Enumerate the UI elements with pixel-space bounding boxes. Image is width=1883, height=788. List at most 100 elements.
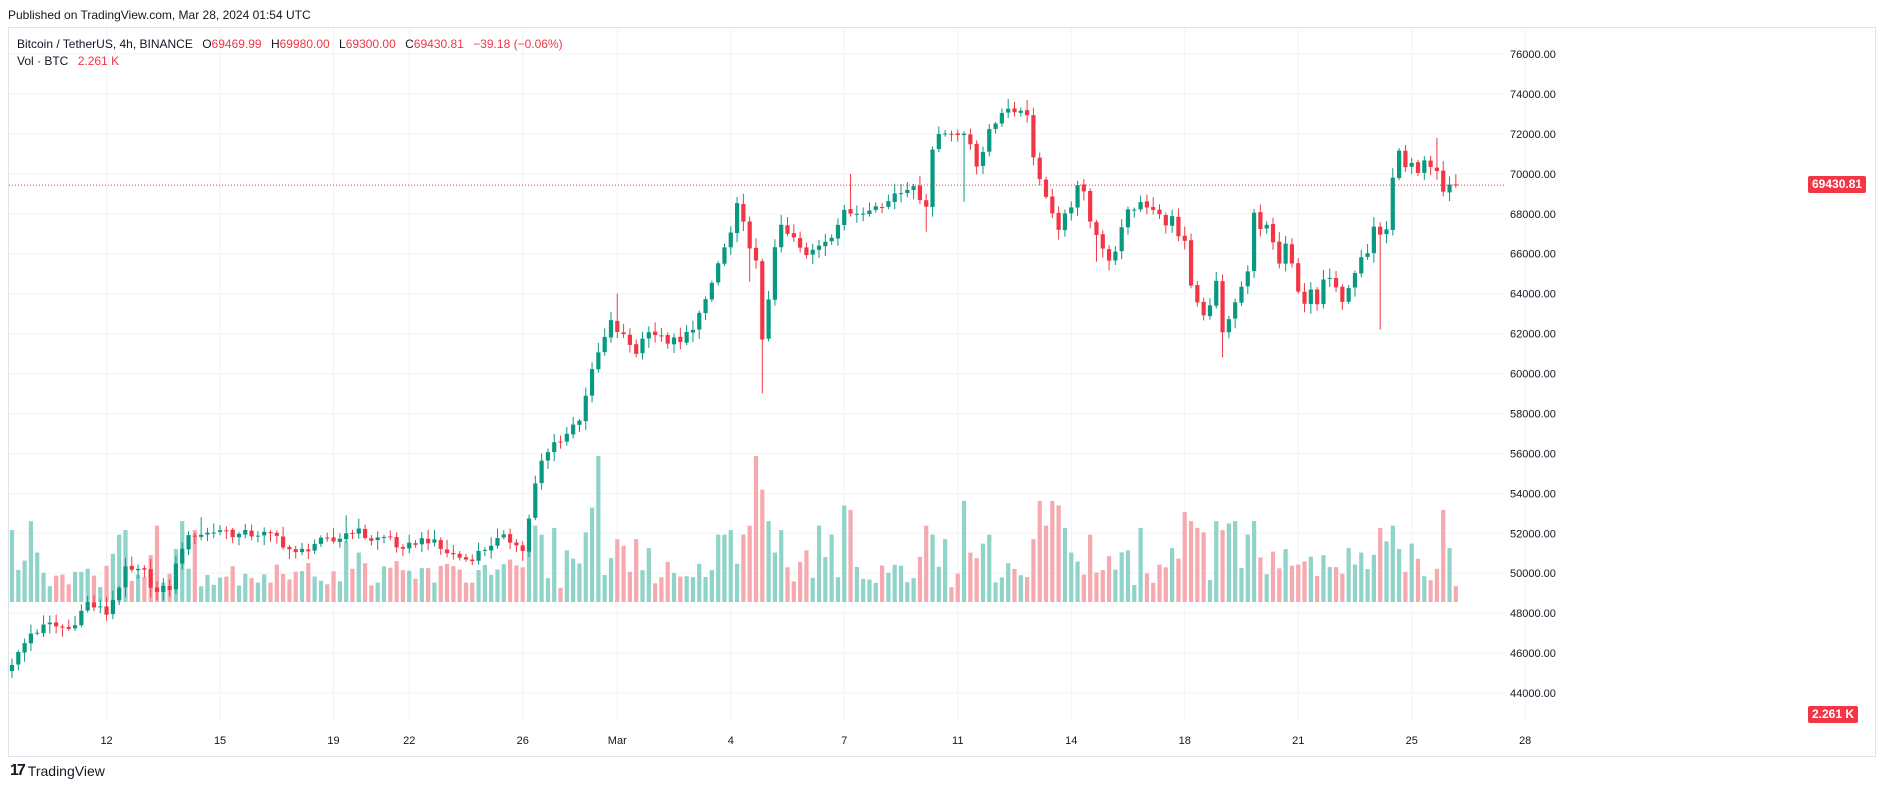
candle-body[interactable] (747, 221, 752, 249)
candle-body[interactable] (854, 213, 859, 215)
candle-body[interactable] (943, 133, 948, 135)
candle-body[interactable] (375, 537, 380, 541)
candle-body[interactable] (684, 331, 689, 343)
candle-body[interactable] (287, 546, 292, 550)
candle-body[interactable] (1251, 212, 1257, 272)
candle-body[interactable] (444, 549, 450, 554)
candle-body[interactable] (678, 336, 683, 343)
candle-body[interactable] (640, 338, 645, 354)
candle-body[interactable] (230, 529, 235, 538)
tradingview-brand[interactable]: TradingView (27, 763, 105, 779)
candle-body[interactable] (1409, 162, 1414, 167)
candle-body[interactable] (293, 549, 298, 553)
candle-body[interactable] (281, 536, 286, 548)
candle-body[interactable] (697, 312, 702, 330)
candle-body[interactable] (558, 441, 563, 443)
candle-body[interactable] (1195, 285, 1200, 303)
candle-body[interactable] (104, 606, 109, 615)
candle-body[interactable] (816, 245, 822, 250)
candle-body[interactable] (325, 537, 330, 539)
candle-body[interactable] (703, 299, 708, 314)
candle-body[interactable] (741, 203, 746, 222)
candle-body[interactable] (22, 643, 27, 653)
candle-body[interactable] (66, 626, 71, 629)
candle-body[interactable] (753, 247, 759, 261)
candle-body[interactable] (646, 332, 651, 339)
candle-body[interactable] (571, 424, 576, 435)
candle-body[interactable] (154, 587, 160, 592)
candle-body[interactable] (1390, 177, 1395, 230)
candle-body[interactable] (9, 665, 15, 672)
candle-body[interactable] (129, 565, 134, 570)
candle-body[interactable] (596, 352, 601, 370)
candle-body[interactable] (1081, 184, 1086, 192)
candle-body[interactable] (1346, 288, 1351, 302)
candle-body[interactable] (1113, 251, 1118, 261)
candle-body[interactable] (949, 133, 954, 135)
candle-body[interactable] (413, 543, 418, 545)
candle-body[interactable] (507, 534, 513, 543)
candle-body[interactable] (716, 263, 721, 283)
candle-body[interactable] (148, 569, 153, 588)
candle-body[interactable] (1056, 212, 1061, 230)
candle-body[interactable] (835, 224, 841, 239)
candle-body[interactable] (192, 535, 197, 537)
candle-body[interactable] (873, 206, 878, 210)
candle-body[interactable] (1062, 213, 1068, 231)
candle-body[interactable] (539, 460, 544, 484)
candle-body[interactable] (665, 334, 670, 344)
candle-body[interactable] (1258, 212, 1263, 230)
candle-body[interactable] (791, 233, 796, 238)
candle-body[interactable] (1069, 207, 1074, 214)
candle-body[interactable] (671, 337, 677, 345)
candle-body[interactable] (1182, 235, 1187, 241)
candle-body[interactable] (91, 602, 97, 608)
candle-body[interactable] (426, 538, 431, 544)
candle-body[interactable] (722, 247, 727, 264)
candle-body[interactable] (1176, 216, 1181, 237)
candle-body[interactable] (1100, 234, 1105, 249)
candle-body[interactable] (785, 225, 790, 234)
candle-body[interactable] (1050, 196, 1055, 214)
candle-body[interactable] (779, 224, 784, 248)
candle-body[interactable] (356, 528, 361, 534)
candle-body[interactable] (463, 557, 469, 560)
candle-body[interactable] (615, 320, 620, 333)
candle-body[interactable] (621, 332, 626, 335)
candle-body[interactable] (224, 530, 229, 532)
candle-body[interactable] (987, 129, 992, 152)
candle-body[interactable] (312, 543, 317, 551)
candle-body[interactable] (54, 622, 59, 627)
candle-body[interactable] (1106, 249, 1112, 261)
candle-body[interactable] (1012, 108, 1017, 113)
candle-body[interactable] (577, 420, 582, 425)
candle-body[interactable] (659, 335, 664, 337)
candle-body[interactable] (879, 207, 885, 209)
candle-body[interactable] (419, 538, 424, 545)
candle-body[interactable] (564, 433, 569, 442)
candle-body[interactable] (1125, 209, 1131, 228)
candle-body[interactable] (993, 123, 998, 129)
candle-body[interactable] (167, 586, 172, 590)
candle-body[interactable] (728, 232, 733, 248)
candle-body[interactable] (886, 201, 891, 207)
candle-body[interactable] (520, 545, 525, 551)
candle-body[interactable] (1352, 273, 1358, 288)
tradingview-logo-icon[interactable]: 17 (10, 762, 26, 779)
candle-body[interactable] (16, 651, 21, 665)
candle-body[interactable] (1270, 224, 1276, 243)
candle-body[interactable] (634, 344, 639, 354)
candle-body[interactable] (709, 282, 714, 300)
candle-body[interactable] (1378, 226, 1383, 235)
candle-body[interactable] (905, 189, 910, 194)
candle-body[interactable] (772, 247, 778, 300)
candle-body[interactable] (482, 549, 487, 551)
candle-body[interactable] (400, 547, 406, 549)
candle-body[interactable] (1384, 229, 1389, 235)
candle-body[interactable] (583, 395, 588, 422)
candle-body[interactable] (930, 149, 935, 207)
candle-body[interactable] (974, 143, 979, 167)
candle-body[interactable] (924, 200, 929, 207)
candle-body[interactable] (552, 442, 557, 453)
